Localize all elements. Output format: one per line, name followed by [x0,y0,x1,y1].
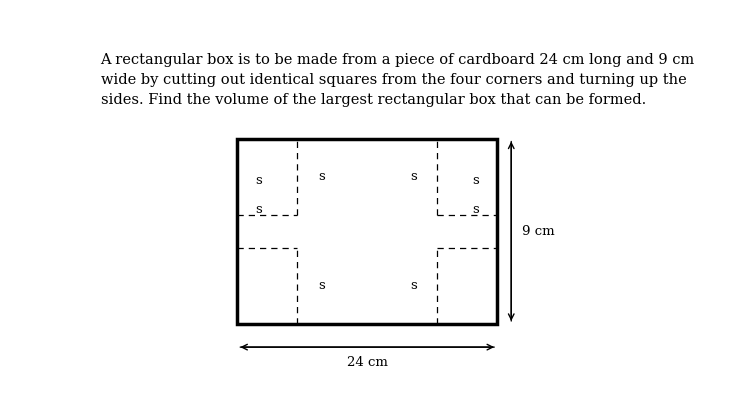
Text: s: s [318,170,325,183]
Text: 9 cm: 9 cm [522,225,554,238]
Text: s: s [318,279,325,292]
Bar [238,139,497,324]
Text: s: s [410,279,417,292]
Text: s: s [410,170,417,183]
Text: 24 cm: 24 cm [347,356,388,369]
Text: s: s [473,174,479,187]
Text: s: s [255,203,262,216]
Text: A rectangular box is to be made from a piece of cardboard 24 cm long and 9 cm
wi: A rectangular box is to be made from a p… [101,53,695,107]
Text: s: s [473,203,479,216]
Text: s: s [255,174,262,187]
